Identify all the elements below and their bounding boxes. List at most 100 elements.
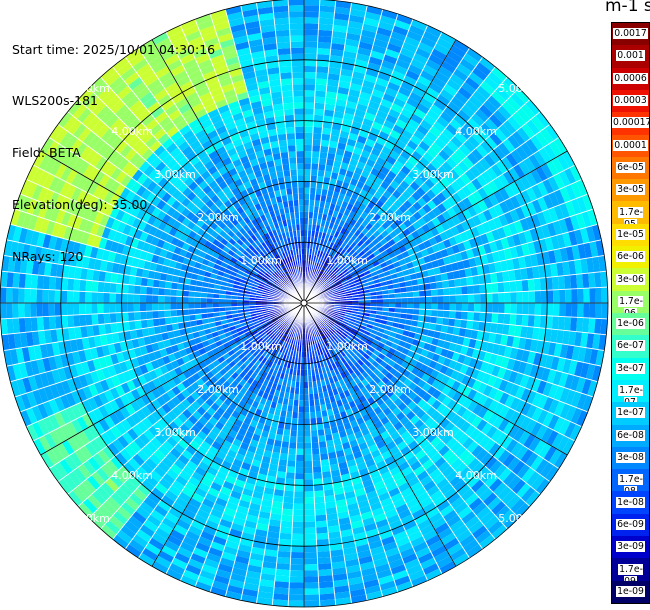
range-gate-cell	[313, 120, 324, 128]
range-gate-cell	[383, 119, 396, 130]
range-gate-cell	[375, 518, 389, 529]
range-gate-cell	[583, 288, 590, 303]
range-gate-cell	[258, 354, 265, 363]
range-gate-cell	[556, 357, 566, 373]
range-gate-cell	[397, 86, 412, 98]
range-gate-cell	[461, 408, 473, 421]
range-gate-cell	[100, 524, 117, 540]
range-gate-cell	[340, 278, 348, 284]
range-gate-cell	[161, 545, 178, 558]
range-gate-cell	[332, 573, 348, 582]
range-gate-cell	[130, 412, 142, 425]
range-gate-cell	[504, 184, 516, 199]
range-gate-cell	[119, 406, 131, 419]
range-gate-cell	[188, 296, 195, 303]
range-gate-cell	[542, 411, 554, 428]
range-gate-cell	[352, 325, 360, 331]
range-gate-cell	[417, 423, 429, 435]
range-gate-cell	[286, 405, 294, 412]
range-gate-cell	[284, 423, 292, 430]
range-gate-cell	[328, 61, 343, 69]
range-gate-cell	[347, 433, 357, 442]
range-gate-cell	[317, 329, 323, 336]
range-gate-cell	[441, 210, 452, 221]
range-gate-cell	[530, 455, 544, 471]
range-gate-cell	[274, 320, 281, 326]
range-gate-cell	[346, 459, 357, 468]
range-gate-cell	[454, 252, 463, 263]
range-gate-cell	[411, 320, 419, 328]
range-gate-cell	[468, 95, 484, 109]
range-gate-cell	[287, 316, 293, 322]
range-gate-cell	[421, 402, 432, 413]
range-gate-cell	[231, 364, 240, 372]
range-gate-cell	[445, 437, 458, 450]
range-gate-cell	[586, 257, 595, 274]
range-gate-cell	[304, 120, 314, 127]
range-gate-cell	[469, 428, 482, 441]
range-gate-cell	[314, 90, 327, 98]
range-gate-cell	[368, 540, 383, 550]
range-gate-cell	[550, 263, 558, 277]
range-gate-cell	[371, 360, 380, 369]
range-gate-cell	[59, 394, 71, 410]
range-gate-cell	[259, 505, 272, 514]
range-gate-cell	[400, 313, 407, 320]
range-gate-cell	[355, 319, 362, 325]
range-gate-cell	[218, 376, 227, 385]
range-gate-cell	[235, 349, 243, 357]
range-gate-cell	[336, 337, 343, 344]
range-gate-cell	[507, 115, 522, 131]
range-gate-cell	[525, 172, 537, 188]
range-gate-cell	[399, 180, 410, 191]
range-gate-cell	[525, 215, 536, 230]
range-gate-cell	[328, 457, 339, 466]
range-gate-cell	[465, 366, 475, 378]
range-gate-cell	[222, 380, 231, 389]
range-gate-cell	[274, 575, 290, 583]
range-gate-cell	[347, 20, 364, 30]
range-gate-cell	[373, 176, 384, 186]
range-gate-cell	[556, 329, 565, 344]
range-gate-cell	[580, 332, 589, 348]
range-gate-cell	[203, 471, 216, 482]
range-gate-cell	[186, 332, 195, 341]
range-gate-cell	[295, 466, 304, 474]
range-gate-cell	[322, 283, 329, 289]
range-gate-cell	[371, 237, 380, 246]
range-gate-cell	[568, 359, 578, 376]
range-gate-cell	[355, 257, 364, 264]
range-gate-cell	[316, 544, 331, 552]
range-gate-cell	[293, 491, 304, 498]
range-gate-cell	[252, 350, 260, 358]
range-gate-cell	[347, 231, 355, 240]
range-gate-cell	[283, 429, 291, 437]
range-gate-cell	[354, 430, 364, 440]
range-gate-cell	[544, 264, 552, 278]
range-gate-cell	[372, 368, 381, 377]
range-gate-cell	[546, 160, 559, 177]
range-gate-cell	[598, 334, 607, 351]
range-gate-cell	[237, 299, 244, 303]
range-gate-cell	[357, 366, 366, 374]
range-gate-cell	[385, 481, 398, 492]
range-gate-cell	[98, 270, 106, 283]
range-gate-cell	[313, 331, 318, 338]
range-gate-cell	[516, 463, 531, 480]
range-gate-cell	[440, 60, 457, 74]
range-gate-cell	[571, 303, 578, 318]
range-gate-cell	[412, 53, 429, 65]
range-gate-cell	[92, 269, 100, 282]
range-gate-cell	[510, 149, 524, 164]
range-gate-cell	[323, 332, 330, 339]
range-gate-cell	[586, 332, 595, 349]
range-gate-cell	[370, 50, 385, 61]
range-gate-cell	[315, 324, 320, 331]
range-gate-cell	[455, 303, 463, 312]
range-gate-cell	[304, 230, 308, 237]
range-gate-cell	[51, 369, 62, 384]
range-gate-cell	[322, 359, 328, 367]
range-gate-cell	[218, 445, 230, 455]
range-gate-cell	[323, 483, 334, 491]
range-gate-cell	[130, 357, 140, 369]
